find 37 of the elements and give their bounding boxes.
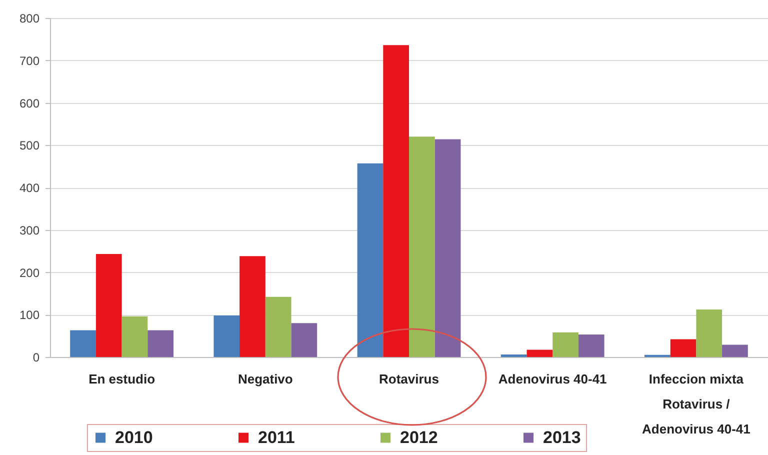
y-tick-label: 500 (19, 138, 40, 153)
bar (722, 344, 748, 357)
bar (526, 350, 553, 357)
bar (96, 254, 122, 357)
y-tick-label: 800 (19, 12, 40, 26)
bar (291, 323, 318, 357)
y-tick-label: 100 (19, 308, 40, 322)
x-tick-label: Negativo (238, 372, 293, 386)
y-tick-label: 400 (19, 181, 40, 195)
bar (670, 339, 696, 357)
legend-label: 2011 (258, 428, 295, 447)
bar (500, 354, 527, 357)
bar (265, 296, 292, 357)
y-tick-label: 200 (19, 266, 40, 280)
legend-label: 2012 (400, 428, 438, 447)
x-tick-label: Rotavirus (379, 372, 439, 386)
bar (122, 316, 148, 357)
bar (240, 256, 266, 357)
legend-label: 2010 (115, 428, 153, 447)
bar (434, 139, 461, 357)
x-tick-label: Adenovirus 40-41 (498, 372, 607, 386)
y-tick-label: 600 (19, 96, 40, 110)
x-tick-label: Infeccion mixta Rotavirus / Adenovirus 40-41 (642, 372, 750, 436)
y-tick-label: 0 (32, 350, 40, 364)
y-tick-label: 300 (19, 223, 40, 238)
x-tick-label: En estudio (88, 372, 156, 386)
bar (409, 136, 435, 357)
legend-label: 2013 (543, 428, 581, 447)
y-tick-label: 700 (19, 54, 40, 68)
bar (552, 332, 578, 357)
bar (70, 330, 96, 357)
bar (578, 334, 604, 357)
bar (357, 163, 384, 357)
bar (148, 330, 174, 357)
bar (696, 310, 722, 357)
bar (214, 315, 240, 357)
bar (383, 45, 409, 357)
